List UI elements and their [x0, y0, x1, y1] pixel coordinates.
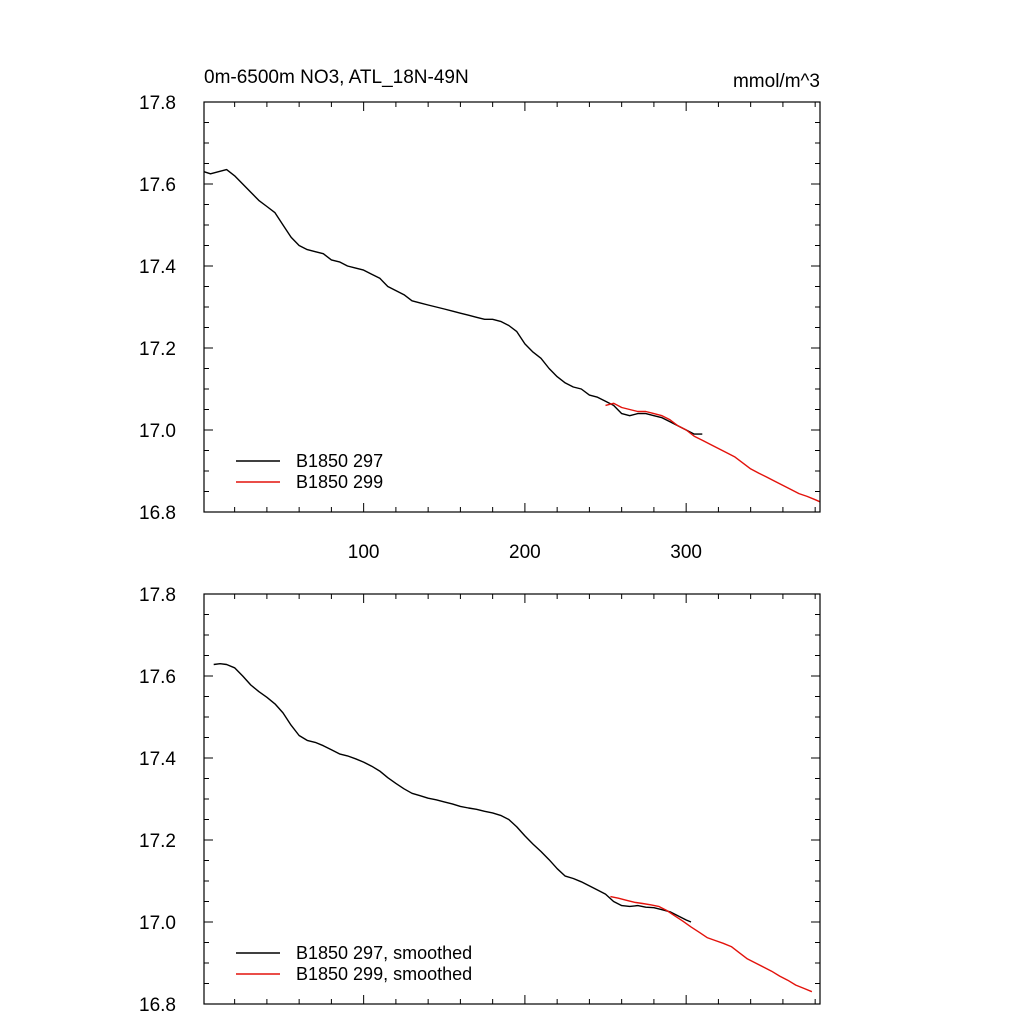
series-line: [610, 895, 813, 993]
bottom-panel: 17.8 17.6 17.4 17.2 17.0 16.8 B1850 297, smoo…: [139, 585, 821, 1016]
legend-label: B1850 297, smoothed: [296, 943, 472, 963]
top-plot-frame: [203, 101, 821, 513]
legend-label: B1850 297: [296, 451, 383, 471]
series-line: [203, 168, 703, 435]
legend-label: B1850 299, smoothed: [296, 964, 472, 984]
y-tick-label: 17.0: [139, 913, 176, 934]
y-tick-label: 17.8: [139, 585, 176, 606]
y-tick-label: 17.2: [139, 831, 176, 852]
legend-label: B1850 299: [296, 472, 383, 492]
top-series: [203, 168, 821, 503]
top-panel: 0m-6500m NO3, ATL_18N-49N mmol/m^3 17.81…: [139, 67, 821, 563]
y-tick-label: 17.4: [139, 257, 176, 278]
top-y-tick-labels: 17.8 17.6 17.4 17.2 17.0 16.8: [139, 93, 176, 524]
y-tick-label: 16.8: [139, 995, 176, 1016]
y-tick-label: 17.2: [139, 339, 176, 360]
x-tick-label: 200: [509, 542, 541, 563]
y-tick-label: 17.6: [139, 175, 176, 196]
top-ticks: [204, 101, 820, 513]
bottom-series: [213, 663, 813, 993]
chart-title: 0m-6500m NO3, ATL_18N-49N: [204, 67, 469, 88]
y-tick-label: 17.4: [139, 749, 176, 770]
bottom-plot-frame: [203, 593, 821, 1005]
x-tick-label: 100: [348, 542, 380, 563]
y-tick-label: 17.8: [139, 93, 176, 114]
series-line: [605, 402, 821, 503]
y-tick-label: 17.6: [139, 667, 176, 688]
series-line: [213, 663, 692, 923]
x-tick-label: 300: [670, 542, 702, 563]
y-tick-label: 17.0: [139, 421, 176, 442]
y-tick-label: 16.8: [139, 503, 176, 524]
top-x-tick-labels: 100 200 300: [348, 542, 702, 563]
units-label: mmol/m^3: [733, 71, 820, 92]
bottom-y-tick-labels: 17.8 17.6 17.4 17.2 17.0 16.8: [139, 585, 176, 1016]
bottom-ticks: [204, 593, 820, 1005]
